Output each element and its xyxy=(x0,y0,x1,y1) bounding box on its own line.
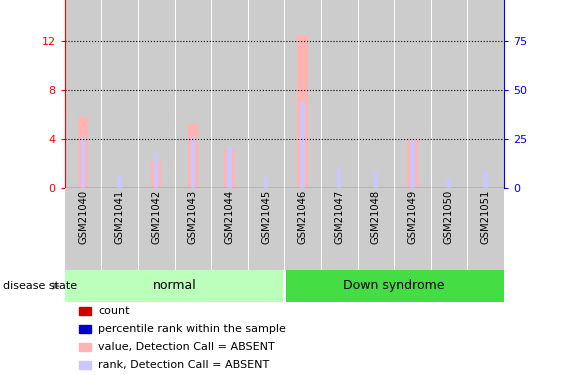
Bar xyxy=(321,0,358,188)
Bar xyxy=(358,188,394,270)
Bar xyxy=(297,35,308,188)
Bar xyxy=(431,188,467,270)
Bar xyxy=(284,270,504,302)
Bar xyxy=(138,188,175,270)
Text: GSM21041: GSM21041 xyxy=(115,190,124,244)
Bar xyxy=(431,0,467,188)
Bar xyxy=(410,140,414,188)
Bar xyxy=(65,188,101,270)
Bar xyxy=(337,168,341,188)
Text: GSM21042: GSM21042 xyxy=(151,190,161,244)
Bar xyxy=(101,188,138,270)
Bar xyxy=(227,147,231,188)
Bar xyxy=(394,188,431,270)
Bar xyxy=(211,0,248,188)
Bar xyxy=(484,172,488,188)
Bar xyxy=(301,102,305,188)
Text: GSM21050: GSM21050 xyxy=(444,190,454,244)
Bar xyxy=(175,0,211,188)
Text: GSM21045: GSM21045 xyxy=(261,190,271,244)
Text: percentile rank within the sample: percentile rank within the sample xyxy=(98,324,286,334)
Text: GSM21048: GSM21048 xyxy=(371,190,381,244)
Bar xyxy=(284,0,321,188)
Bar xyxy=(394,0,431,188)
Text: GSM21047: GSM21047 xyxy=(334,190,344,244)
Bar xyxy=(191,137,195,188)
Bar xyxy=(447,178,451,188)
Text: GSM21046: GSM21046 xyxy=(298,190,307,244)
Text: rank, Detection Call = ABSENT: rank, Detection Call = ABSENT xyxy=(98,360,269,370)
Bar xyxy=(467,188,504,270)
Bar xyxy=(65,270,284,302)
Bar xyxy=(175,188,211,270)
Bar xyxy=(407,139,418,188)
Bar xyxy=(248,0,284,188)
Bar xyxy=(154,153,158,188)
Bar xyxy=(118,176,122,188)
Bar xyxy=(81,137,85,188)
Bar xyxy=(138,0,175,188)
Text: value, Detection Call = ABSENT: value, Detection Call = ABSENT xyxy=(98,342,275,352)
Text: normal: normal xyxy=(153,279,196,292)
Text: GSM21044: GSM21044 xyxy=(225,190,234,244)
Text: count: count xyxy=(98,306,129,316)
Bar xyxy=(78,117,88,188)
Bar xyxy=(151,160,162,188)
Text: Down syndrome: Down syndrome xyxy=(343,279,445,292)
Text: disease state: disease state xyxy=(3,281,77,291)
Bar xyxy=(358,0,394,188)
Bar xyxy=(284,188,321,270)
Bar xyxy=(467,0,504,188)
Text: GSM21049: GSM21049 xyxy=(408,190,417,244)
Text: GSM21040: GSM21040 xyxy=(78,190,88,244)
Bar xyxy=(101,0,138,188)
Bar xyxy=(187,124,198,188)
Text: GSM21051: GSM21051 xyxy=(481,190,490,244)
Bar xyxy=(374,172,378,188)
Bar xyxy=(248,188,284,270)
Bar xyxy=(211,188,248,270)
Bar xyxy=(224,148,235,188)
Bar xyxy=(264,177,268,188)
Bar xyxy=(65,0,101,188)
Text: GSM21043: GSM21043 xyxy=(188,190,198,244)
Bar xyxy=(321,188,358,270)
